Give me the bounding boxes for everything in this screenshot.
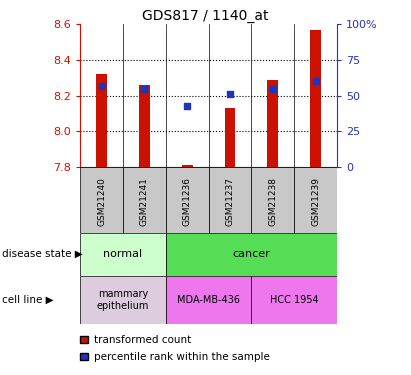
Bar (96, 74, 107, 167)
Text: MDA-MB-436: MDA-MB-436 (177, 295, 240, 305)
Text: normal: normal (104, 249, 143, 259)
Text: GSM21237: GSM21237 (226, 177, 235, 226)
Text: disease state ▶: disease state ▶ (2, 249, 83, 259)
Text: GDS817 / 1140_at: GDS817 / 1140_at (142, 9, 269, 23)
Bar (310, 30, 321, 167)
Bar (123, 167, 166, 232)
Point (141, 86, 148, 92)
Text: GSM21236: GSM21236 (182, 177, 192, 226)
Bar (252, 276, 337, 324)
Point (312, 78, 319, 84)
Bar (166, 167, 209, 232)
Point (98, 82, 105, 88)
Bar (252, 167, 294, 232)
Text: GSM21240: GSM21240 (97, 177, 106, 226)
Bar (294, 167, 337, 232)
Bar (225, 108, 236, 167)
Bar (139, 85, 150, 167)
Bar (80, 232, 166, 276)
Bar (166, 232, 337, 276)
Point (184, 103, 190, 109)
Text: GSM21239: GSM21239 (311, 177, 320, 226)
Text: transformed count: transformed count (94, 335, 191, 345)
Text: percentile rank within the sample: percentile rank within the sample (94, 352, 270, 362)
Bar (166, 276, 252, 324)
Bar (268, 80, 278, 167)
Text: HCC 1954: HCC 1954 (270, 295, 319, 305)
Bar (80, 167, 123, 232)
Bar (182, 165, 192, 167)
Text: mammary
epithelium: mammary epithelium (97, 289, 149, 311)
Text: GSM21238: GSM21238 (268, 177, 277, 226)
Bar (209, 167, 252, 232)
Point (227, 91, 233, 97)
Text: cancer: cancer (233, 249, 270, 259)
Point (270, 86, 276, 92)
Text: GSM21241: GSM21241 (140, 177, 149, 226)
Text: cell line ▶: cell line ▶ (2, 295, 54, 305)
Bar (80, 276, 166, 324)
